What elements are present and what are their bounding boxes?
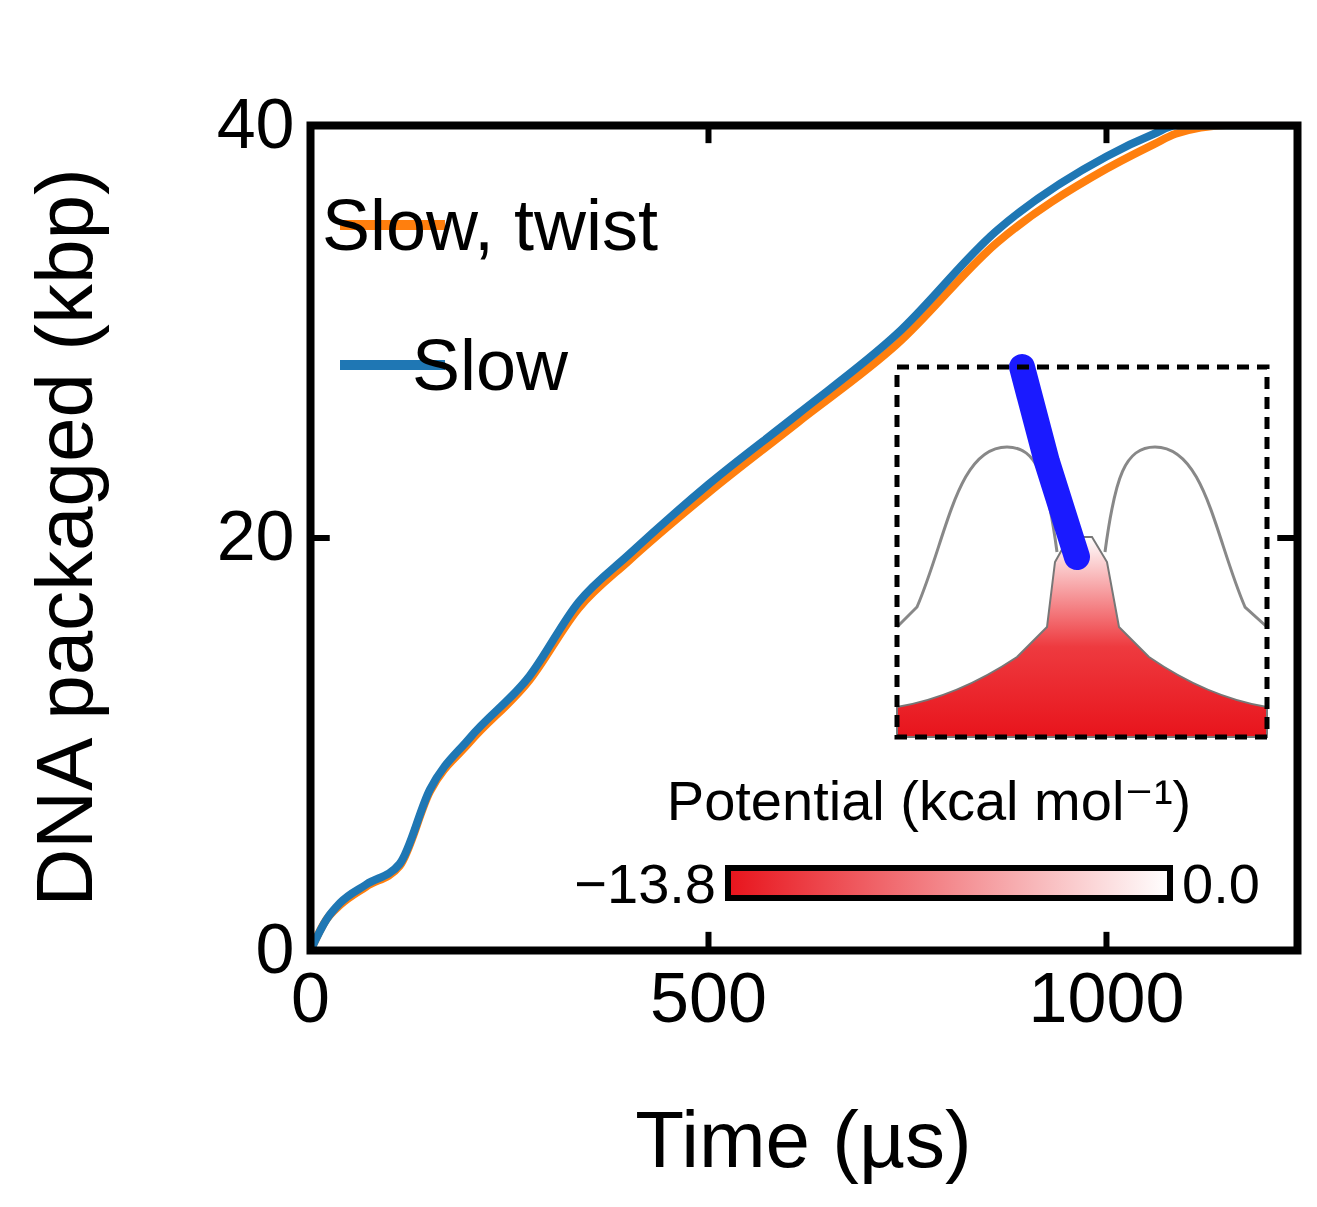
svg-text:500: 500 [650,959,767,1037]
svg-text:Potential (kcal mol⁻¹): Potential (kcal mol⁻¹) [667,769,1191,832]
svg-text:0: 0 [256,910,295,988]
svg-text:40: 40 [217,85,295,163]
svg-text:Slow, twist: Slow, twist [322,185,658,265]
svg-text:0: 0 [291,959,330,1037]
svg-text:Time (µs): Time (µs) [635,1095,971,1184]
svg-text:0.0: 0.0 [1182,852,1260,915]
svg-text:1000: 1000 [1029,959,1185,1037]
svg-text:Slow: Slow [412,325,569,405]
svg-text:20: 20 [217,497,295,575]
svg-text:−13.8: −13.8 [574,852,716,915]
svg-text:DNA packaged (kbp): DNA packaged (kbp) [20,168,109,906]
